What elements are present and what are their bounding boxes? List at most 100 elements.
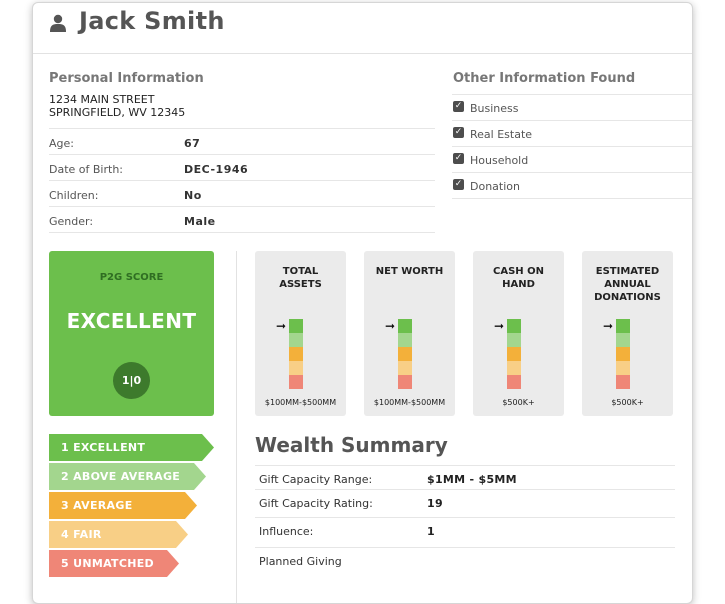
bar-segment — [616, 333, 630, 347]
info-row-dob: Date of Birth: DEC-1946 — [49, 154, 435, 181]
bar-segment — [398, 333, 412, 347]
wealth-row-influence: Influence: 1 — [255, 517, 675, 546]
bar-segment — [616, 319, 630, 333]
bar-segment — [398, 319, 412, 333]
wealth-label: Planned Giving — [259, 555, 342, 568]
metric-card: ESTIMATED ANNUAL DONATIONS ➞ $500K+ — [582, 251, 673, 416]
other-info-title: Other Information Found — [453, 71, 636, 86]
bar-segment — [507, 333, 521, 347]
bar-segment — [289, 319, 303, 333]
bar-segment — [507, 319, 521, 333]
wealth-row-gift-rating: Gift Capacity Rating: 19 — [255, 489, 675, 514]
bar-segment — [507, 375, 521, 389]
wealth-value: $1MM - $5MM — [427, 473, 517, 486]
info-value: Male — [184, 215, 216, 228]
metric-card: CASH ON HAND ➞ $500K+ — [473, 251, 564, 416]
metric-value: $100MM-$500MM — [264, 398, 337, 407]
score-label: P2G SCORE — [99, 272, 164, 283]
metric-level-bar — [398, 319, 412, 389]
bar-segment — [507, 347, 521, 361]
wealth-value: 19 — [427, 497, 443, 510]
metric-level-bar — [616, 319, 630, 389]
scale-item: 3 AVERAGE — [49, 492, 197, 519]
bar-segment — [289, 347, 303, 361]
scale-label: 2 ABOVE AVERAGE — [61, 470, 181, 483]
wealth-label: Gift Capacity Rating: — [259, 497, 373, 510]
other-item-real-estate[interactable]: ✓ Real Estate — [452, 120, 692, 147]
personal-info-title: Personal Information — [49, 71, 204, 86]
info-row-children: Children: No — [49, 180, 435, 207]
info-label: Date of Birth: — [49, 163, 124, 176]
other-item-label: Donation — [470, 180, 520, 193]
metric-title: NET WORTH — [375, 266, 444, 277]
profile-header: Jack Smith — [33, 3, 692, 54]
score-badge: 1|0 — [113, 362, 150, 399]
p2g-score-card: P2G SCORE EXCELLENT 1|0 — [49, 251, 214, 416]
wealth-label: Gift Capacity Range: — [259, 473, 373, 486]
other-item-donation[interactable]: ✓ Donation — [452, 172, 692, 199]
metric-title: CASH ON HAND — [492, 266, 544, 290]
profile-card: Jack Smith Personal Information 1234 MAI… — [32, 2, 693, 604]
info-value: DEC-1946 — [184, 163, 249, 176]
other-item-household[interactable]: ✓ Household — [452, 146, 692, 173]
other-item-business[interactable]: ✓ Business — [452, 94, 692, 121]
scale-item: 4 FAIR — [49, 521, 188, 548]
wealth-row-gift-range: Gift Capacity Range: $1MM - $5MM — [255, 465, 675, 490]
user-icon — [50, 14, 66, 32]
metric-level-bar — [507, 319, 521, 389]
scale-item: 1 EXCELLENT — [49, 434, 214, 461]
metric-title: ESTIMATED ANNUAL DONATIONS — [594, 266, 661, 303]
scale-label: 1 EXCELLENT — [61, 441, 146, 454]
bar-segment — [616, 347, 630, 361]
pointer-arrow-icon: ➞ — [385, 319, 396, 333]
page-title: Jack Smith — [79, 7, 225, 35]
wealth-summary-title: Wealth Summary — [255, 433, 448, 457]
address-line-1: 1234 MAIN STREET — [49, 93, 155, 106]
info-row-divider — [49, 232, 435, 234]
metric-card: TOTAL ASSETS ➞ $100MM-$500MM — [255, 251, 346, 416]
metric-value: $500K+ — [502, 398, 535, 407]
bar-segment — [616, 375, 630, 389]
other-item-label: Business — [470, 102, 519, 115]
bar-segment — [398, 361, 412, 375]
info-label: Age: — [49, 137, 74, 150]
wealth-label: Influence: — [259, 525, 314, 538]
bar-segment — [616, 361, 630, 375]
other-item-label: Household — [470, 154, 529, 167]
other-item-divider — [452, 198, 692, 200]
checkbox-checked-icon[interactable]: ✓ — [453, 127, 464, 138]
scale-label: 4 FAIR — [61, 528, 102, 541]
bar-segment — [289, 375, 303, 389]
address-line-2: SPRINGFIELD, WV 12345 — [49, 106, 186, 119]
scale-item: 2 ABOVE AVERAGE — [49, 463, 206, 490]
info-value: 67 — [184, 137, 201, 150]
wealth-row-planned-giving: Planned Giving — [255, 547, 675, 572]
bar-segment — [398, 375, 412, 389]
bar-segment — [507, 361, 521, 375]
bar-segment — [398, 347, 412, 361]
checkbox-checked-icon[interactable]: ✓ — [453, 179, 464, 190]
metric-value: $500K+ — [611, 398, 644, 407]
info-row-gender: Gender: Male — [49, 206, 435, 233]
score-value: EXCELLENT — [66, 309, 197, 333]
pointer-arrow-icon: ➞ — [276, 319, 287, 333]
checkbox-checked-icon[interactable]: ✓ — [453, 101, 464, 112]
info-label: Gender: — [49, 215, 94, 228]
info-label: Children: — [49, 189, 99, 202]
metric-value: $100MM-$500MM — [373, 398, 446, 407]
info-value: No — [184, 189, 202, 202]
metric-level-bar — [289, 319, 303, 389]
scale-label: 3 AVERAGE — [61, 499, 133, 512]
bar-segment — [289, 361, 303, 375]
metric-card: NET WORTH ➞ $100MM-$500MM — [364, 251, 455, 416]
column-divider — [236, 251, 237, 603]
wealth-value: 1 — [427, 525, 435, 538]
bar-segment — [289, 333, 303, 347]
info-row-age: Age: 67 — [49, 128, 435, 155]
pointer-arrow-icon: ➞ — [603, 319, 614, 333]
other-item-label: Real Estate — [470, 128, 533, 141]
address: 1234 MAIN STREET SPRINGFIELD, WV 12345 — [49, 93, 185, 119]
checkbox-checked-icon[interactable]: ✓ — [453, 153, 464, 164]
pointer-arrow-icon: ➞ — [494, 319, 505, 333]
metric-title: TOTAL ASSETS — [279, 266, 322, 290]
